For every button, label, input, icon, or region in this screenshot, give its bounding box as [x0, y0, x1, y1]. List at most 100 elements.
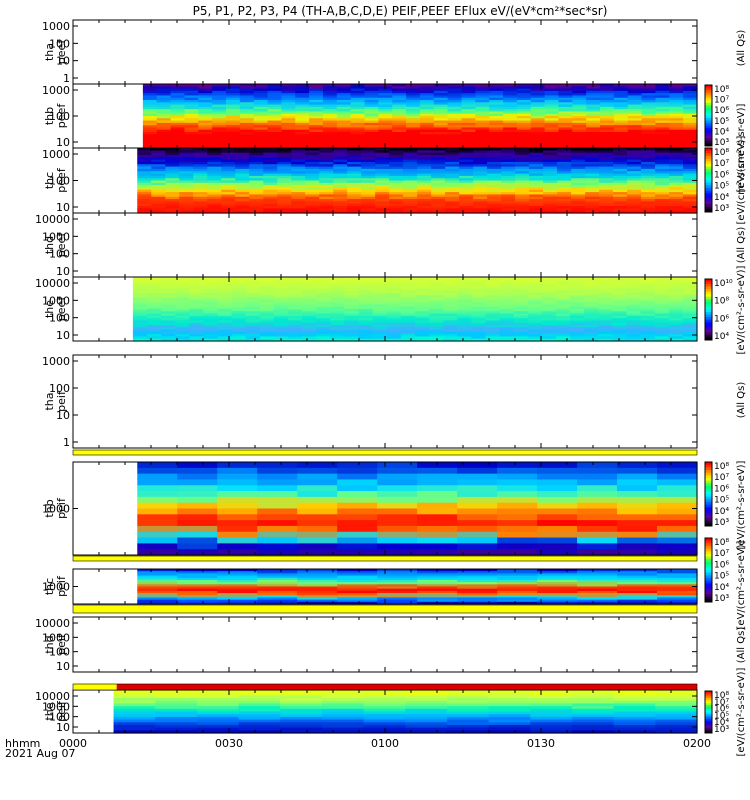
- spectrogram-cell: [221, 152, 236, 156]
- spectrogram-cell: [598, 293, 613, 296]
- spectrogram-cell: [337, 514, 378, 521]
- spectrogram-cell: [344, 302, 360, 306]
- spectrogram-cell: [682, 309, 698, 312]
- spectrogram-cell: [245, 327, 261, 331]
- spectrogram-cell: [577, 531, 618, 539]
- spectrogram-cell: [489, 122, 504, 126]
- spectrogram-cell: [414, 297, 430, 301]
- spectrogram-cell: [235, 208, 250, 212]
- colorbar-swatch: [705, 701, 712, 704]
- spectrogram-cell: [344, 286, 360, 290]
- spectrogram-cell: [655, 727, 698, 731]
- spectrogram-cell: [137, 159, 152, 163]
- spectrogram-cell: [372, 315, 388, 319]
- spectrogram-cell: [586, 122, 601, 126]
- spectrogram-cell: [147, 304, 162, 308]
- colorbar-swatch: [705, 301, 712, 305]
- spectrogram-cell: [212, 120, 227, 124]
- spectrogram-cell: [446, 711, 490, 715]
- spectrogram-cell: [446, 700, 490, 705]
- colorbar-swatch: [705, 499, 712, 503]
- spectrogram-cell: [487, 173, 502, 177]
- spectrogram-cell: [537, 571, 578, 574]
- spectrogram-cell: [529, 159, 544, 163]
- spectrogram-cell: [177, 569, 218, 572]
- spectrogram-cell: [305, 168, 320, 172]
- spectrogram-cell: [231, 281, 247, 285]
- y-tick-label: 10: [56, 201, 70, 214]
- spectrogram-cell: [613, 196, 628, 200]
- spectrogram-cell: [641, 159, 656, 163]
- spectrogram-cell: [337, 479, 378, 486]
- spectrogram-cell: [457, 331, 472, 335]
- spectrogram-cell: [392, 145, 407, 149]
- spectrogram-cell: [627, 106, 643, 110]
- spectrogram-cell: [226, 104, 241, 108]
- spectrogram-cell: [207, 208, 222, 212]
- spectrogram-cell: [316, 329, 331, 333]
- spectrogram-cell: [429, 290, 444, 294]
- spectrogram-cell: [557, 180, 572, 184]
- spectrogram-cell: [570, 336, 585, 340]
- spectrogram-cell: [137, 203, 152, 207]
- spectrogram-cell: [377, 543, 418, 550]
- spectrogram-cell: [557, 166, 572, 170]
- spectrogram-cell: [372, 277, 388, 280]
- spectrogram-cell: [537, 588, 578, 592]
- spectrogram-cell: [541, 320, 557, 324]
- spectrogram-cell: [155, 722, 198, 726]
- spectrogram-cell: [617, 588, 658, 592]
- spectrogram-cell: [669, 196, 684, 200]
- spectrogram-cell: [487, 210, 502, 214]
- spectrogram-cell: [641, 185, 656, 189]
- spectrogram-cell: [641, 199, 656, 202]
- spectrogram-cell: [475, 118, 490, 122]
- spectrogram-cell: [231, 299, 247, 303]
- spectrogram-cell: [683, 109, 698, 113]
- spectrogram-cell: [516, 100, 532, 103]
- spectrogram-cell: [177, 586, 218, 590]
- spectrogram-cell: [641, 171, 656, 175]
- colorbar-tick-label: 10⁵: [714, 572, 729, 582]
- spectrogram-cell: [600, 127, 615, 131]
- spectrogram-cell: [151, 196, 166, 200]
- spectrogram-cell: [419, 127, 435, 131]
- spectrogram-cell: [212, 95, 227, 99]
- spectrogram-cell: [196, 722, 240, 726]
- spectrogram-cell: [389, 185, 404, 189]
- spectrogram-cell: [530, 122, 546, 126]
- spectrogram-cell: [613, 173, 628, 177]
- spectrogram-cell: [330, 311, 346, 315]
- spectrogram-cell: [516, 136, 532, 140]
- spectrogram-cell: [392, 127, 407, 131]
- spectrogram-cell: [473, 171, 488, 175]
- colorbar-swatch: [705, 284, 712, 288]
- spectrogram-cell: [572, 102, 587, 106]
- spectrogram-cell: [544, 118, 560, 122]
- spectrogram-cell: [570, 304, 585, 308]
- spectrogram-cell: [170, 132, 186, 135]
- spectrogram-cell: [316, 277, 331, 280]
- spectrogram-cell: [161, 293, 176, 296]
- spectrogram-cell: [586, 134, 601, 138]
- spectrogram-cell: [350, 127, 366, 131]
- colorbar-swatch: [705, 90, 712, 94]
- spectrogram-cell: [147, 311, 162, 315]
- spectrogram-cell: [217, 286, 233, 290]
- spectrogram-cell: [459, 178, 474, 182]
- spectrogram-cell: [207, 201, 222, 205]
- spectrogram-cell: [557, 182, 572, 186]
- spectrogram-cell: [641, 111, 657, 115]
- spectrogram-cell: [235, 206, 250, 209]
- spectrogram-cell: [613, 168, 628, 172]
- spectrogram-cell: [433, 129, 449, 133]
- spectrogram-cell: [364, 134, 379, 138]
- colorbar-swatch: [705, 120, 712, 124]
- spectrogram-cell: [249, 168, 264, 172]
- spectrogram-cell: [558, 93, 573, 97]
- spectrogram-cell: [375, 178, 390, 182]
- spectrogram-cell: [475, 134, 490, 138]
- spectrogram-cell: [132, 299, 148, 303]
- spectrogram-cell: [378, 88, 393, 92]
- spectrogram-cell: [585, 182, 600, 186]
